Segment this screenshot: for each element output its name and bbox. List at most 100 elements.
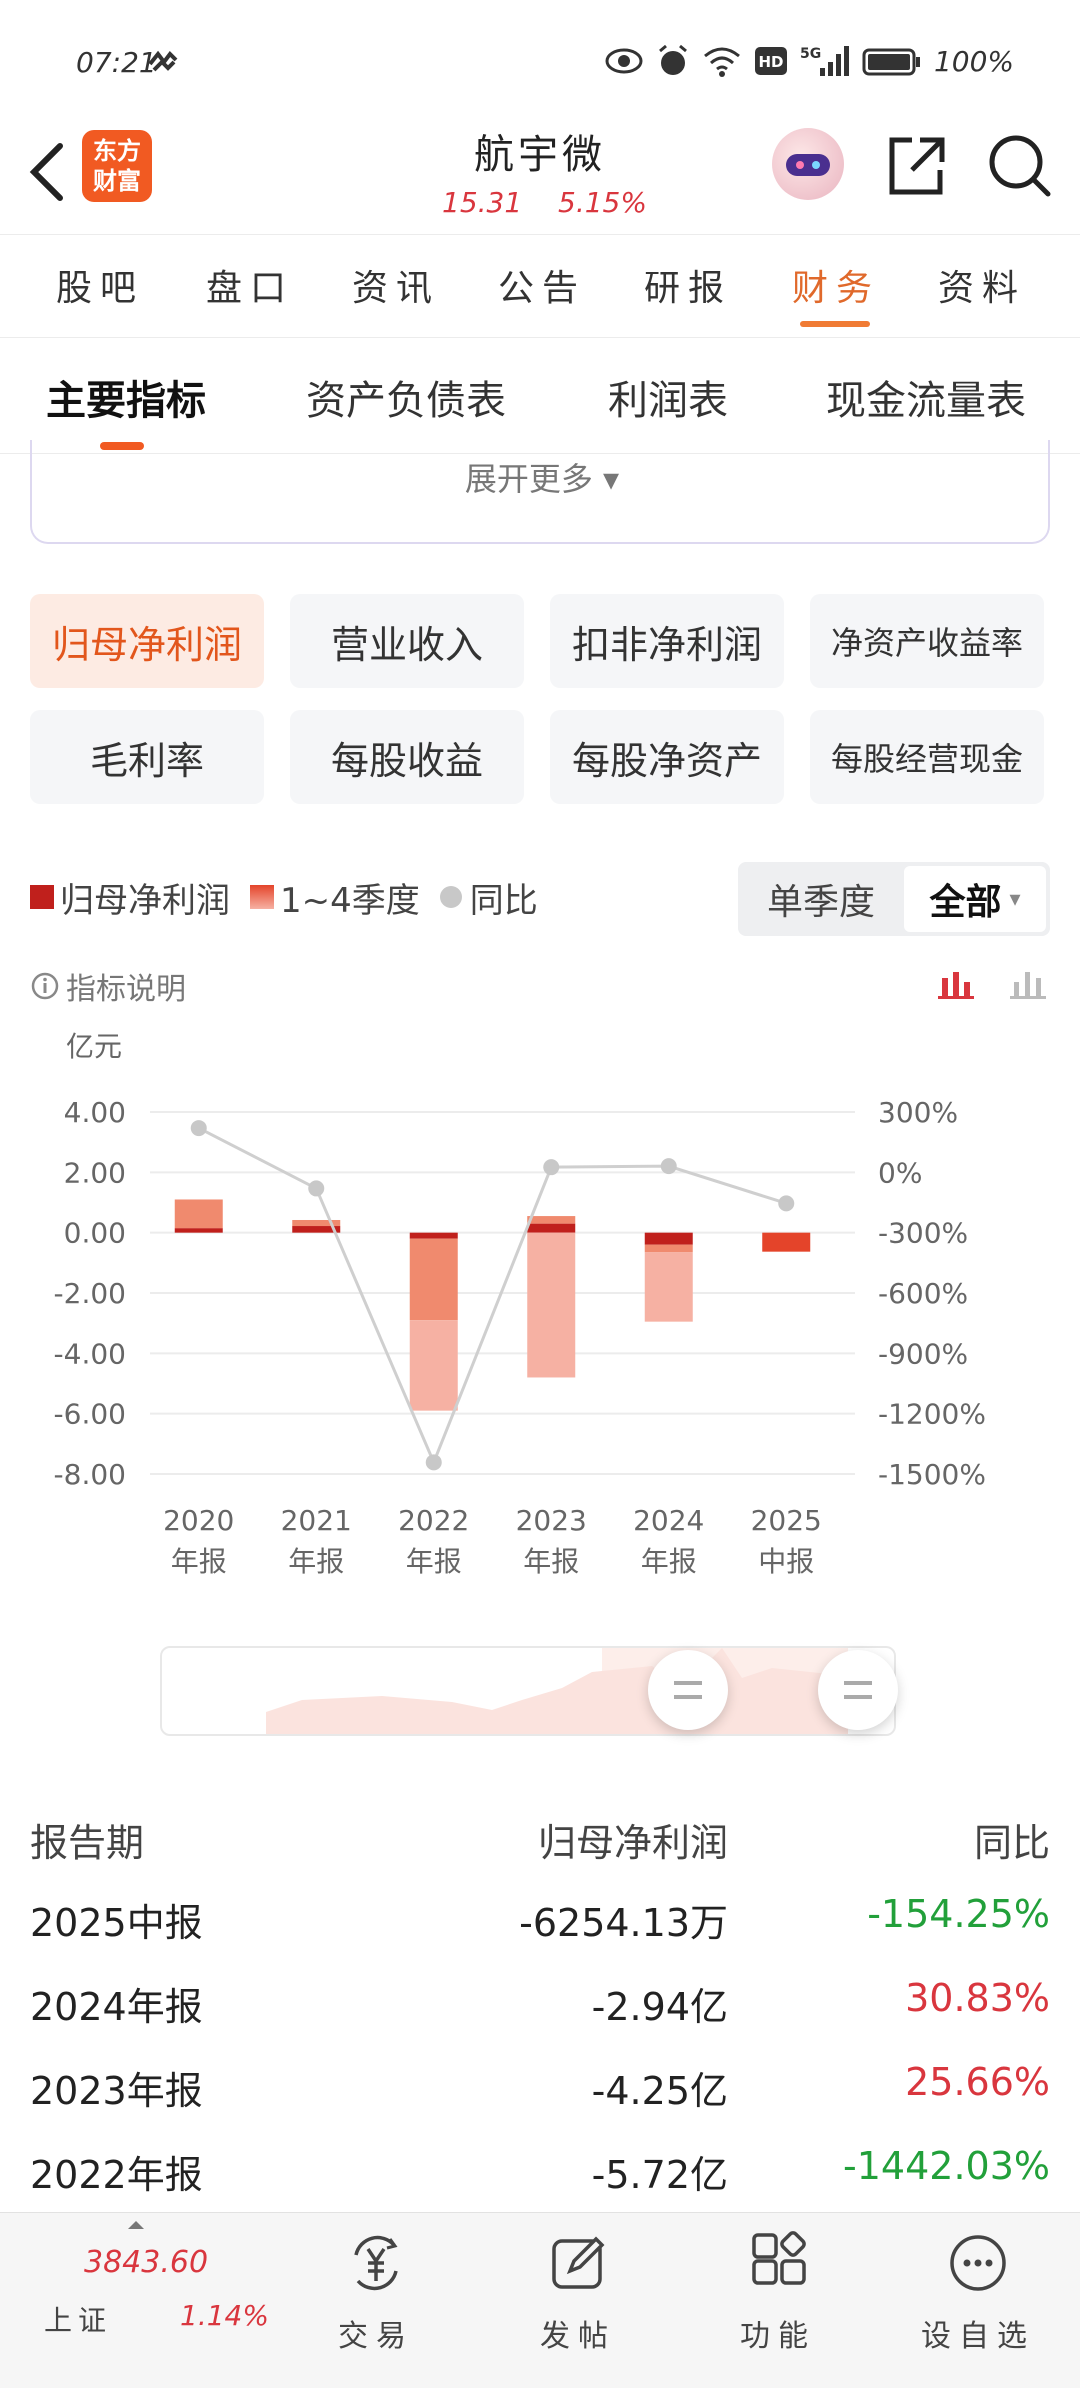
bar-segment[interactable] [644, 1252, 693, 1322]
indicator-note-label: 指标说明 [66, 972, 186, 1007]
tab-profile[interactable]: 资料 [938, 268, 1027, 309]
battery-icon [862, 48, 920, 76]
chart-legend: 归母净利润 1~4季度 同比 [30, 872, 558, 922]
nav-functions[interactable]: 功能 [708, 2213, 848, 2388]
table-row[interactable]: 2024年报 -2.94亿 30.83% [30, 1976, 1050, 2046]
tab-pankou[interactable]: 盘口 [206, 268, 295, 309]
indicator-ocfps[interactable]: 每股经营现金 [810, 710, 1044, 804]
network-label: 5G [800, 46, 821, 62]
edit-post-icon [552, 2236, 605, 2289]
nav-trade[interactable]: 交易 [306, 2213, 446, 2388]
assistant-avatar-icon[interactable] [772, 128, 844, 200]
toggle-single-quarter[interactable]: 单季度 [766, 882, 875, 923]
subtab-cash-flow[interactable]: 现金流量表 [826, 378, 1026, 424]
status-time: 07:21 [76, 46, 157, 79]
bar-segment[interactable] [409, 1320, 458, 1411]
x-tick-kind: 年报 [523, 1545, 579, 1578]
x-tick-year: 2021 [281, 1504, 352, 1537]
yoy-point[interactable] [308, 1180, 325, 1197]
bar-segment[interactable] [292, 1226, 341, 1233]
tab-research[interactable]: 研报 [644, 268, 733, 309]
stacked-bar-chart-icon[interactable] [938, 968, 974, 1000]
nav-add-watchlist-label: 设自选 [921, 2319, 1035, 2354]
bar-segment[interactable] [174, 1228, 223, 1233]
x-tick-kind: 年报 [288, 1545, 344, 1578]
indicator-deducted-net-profit[interactable]: 扣非净利润 [550, 594, 784, 688]
yoy-point[interactable] [543, 1159, 560, 1176]
row-yoy: 30.83% [905, 1976, 1050, 2020]
y2-tick-label: -600% [878, 1277, 968, 1310]
y-tick-label: -4.00 [54, 1337, 126, 1370]
bar-segment[interactable] [174, 1199, 223, 1229]
top-tabs: 股吧 盘口 资讯 公告 研报 财务 资料 [0, 234, 1080, 338]
tab-announcement[interactable]: 公告 [498, 268, 587, 309]
indicator-revenue[interactable]: 营业收入 [290, 594, 524, 688]
drag-handle-icon [844, 1681, 872, 1699]
hd-label: HD [758, 53, 783, 71]
nav-trade-label: 交易 [338, 2319, 414, 2354]
indicator-bvps[interactable]: 每股净资产 [550, 710, 784, 804]
index-name[interactable]: 上证 [44, 2304, 113, 2337]
bar-segment[interactable] [762, 1232, 811, 1252]
range-handle-left[interactable] [648, 1650, 728, 1730]
toggle-all[interactable]: 全部 ▾ [904, 866, 1046, 932]
x-tick-year: 2024 [633, 1504, 704, 1537]
nav-add-watchlist[interactable]: 设自选 [908, 2213, 1048, 2388]
yoy-point[interactable] [190, 1120, 207, 1137]
yoy-point[interactable] [425, 1454, 442, 1471]
stock-header: 东方 财富 航宇微 15.31 5.15% [0, 120, 1080, 232]
subtab-income-statement[interactable]: 利润表 [608, 378, 728, 424]
bar-segment[interactable] [409, 1232, 458, 1239]
index-value[interactable]: 3843.60 [84, 2245, 209, 2280]
tab-guba[interactable]: 股吧 [56, 268, 145, 309]
indicator-note[interactable]: 指标说明 [30, 964, 186, 1008]
expand-card: 展开更多 ▾ [30, 440, 1050, 544]
bar-segment[interactable] [644, 1244, 693, 1253]
active-tab-indicator [800, 321, 870, 327]
share-icon[interactable] [884, 134, 948, 198]
table-row[interactable]: 2025中报 -6254.13万 -154.25% [30, 1892, 1050, 1962]
legend-swatch-quarters [250, 885, 274, 909]
bar-segment[interactable] [527, 1232, 576, 1378]
stock-change-pct: 5.15% [558, 186, 647, 219]
header-yoy: 同比 [973, 1821, 1050, 1865]
header-period: 报告期 [30, 1821, 145, 1865]
bar-segment[interactable] [527, 1216, 576, 1224]
subtab-key-indicators[interactable]: 主要指标 [46, 378, 206, 424]
nav-post-label: 发帖 [540, 2319, 616, 2354]
table-row[interactable]: 2022年报 -5.72亿 -1442.03% [30, 2144, 1050, 2214]
indicator-gross-margin[interactable]: 毛利率 [30, 710, 264, 804]
expand-up-icon[interactable] [128, 2221, 144, 2229]
nav-post[interactable]: 发帖 [508, 2213, 648, 2388]
status-bar: 07:21 HD 5G 100% [0, 0, 1080, 120]
row-value: -5.72亿 [591, 2153, 728, 2197]
bar-chart-icon[interactable] [1010, 968, 1046, 1000]
bar-segment[interactable] [292, 1219, 341, 1227]
expand-more-button[interactable]: 展开更多 ▾ [464, 460, 620, 498]
bar-segment[interactable] [644, 1232, 693, 1245]
yoy-point[interactable] [778, 1195, 795, 1212]
indicator-net-profit[interactable]: 归母净利润 [30, 594, 264, 688]
yoy-line [198, 1126, 787, 1467]
back-icon[interactable] [20, 132, 80, 212]
tab-finance[interactable]: 财务 [792, 268, 881, 309]
range-slider-track[interactable] [160, 1646, 896, 1736]
range-handle-right[interactable] [818, 1650, 898, 1730]
tab-news[interactable]: 资讯 [352, 268, 441, 309]
battery-percent: 100% [933, 44, 1014, 78]
net-profit-chart: 亿元 4.00 300% 2.00 0% 0.00 -300% -2.00 -600% -4.0… [54, 1030, 986, 1578]
indicator-eps[interactable]: 每股收益 [290, 710, 524, 804]
table-row[interactable]: 2023年报 -4.25亿 25.66% [30, 2060, 1050, 2130]
index-change-pct[interactable]: 1.14% [180, 2299, 269, 2332]
nav-functions-label: 功能 [740, 2319, 816, 2354]
yoy-point[interactable] [660, 1158, 677, 1175]
search-icon[interactable] [986, 132, 1052, 198]
subtab-balance-sheet[interactable]: 资产负债表 [306, 378, 506, 424]
app-logo[interactable]: 东方 财富 [82, 130, 152, 202]
indicator-roe[interactable]: 净资产收益率 [810, 594, 1044, 688]
bar-segment[interactable] [527, 1223, 576, 1233]
y2-tick-label: 300% [878, 1096, 958, 1129]
bottom-nav: 3843.60 上证 1.14% 交易 发帖 功能 设自选 [0, 2212, 1080, 2388]
range-preview-chart [266, 1648, 848, 1734]
bar-segment[interactable] [409, 1238, 458, 1321]
